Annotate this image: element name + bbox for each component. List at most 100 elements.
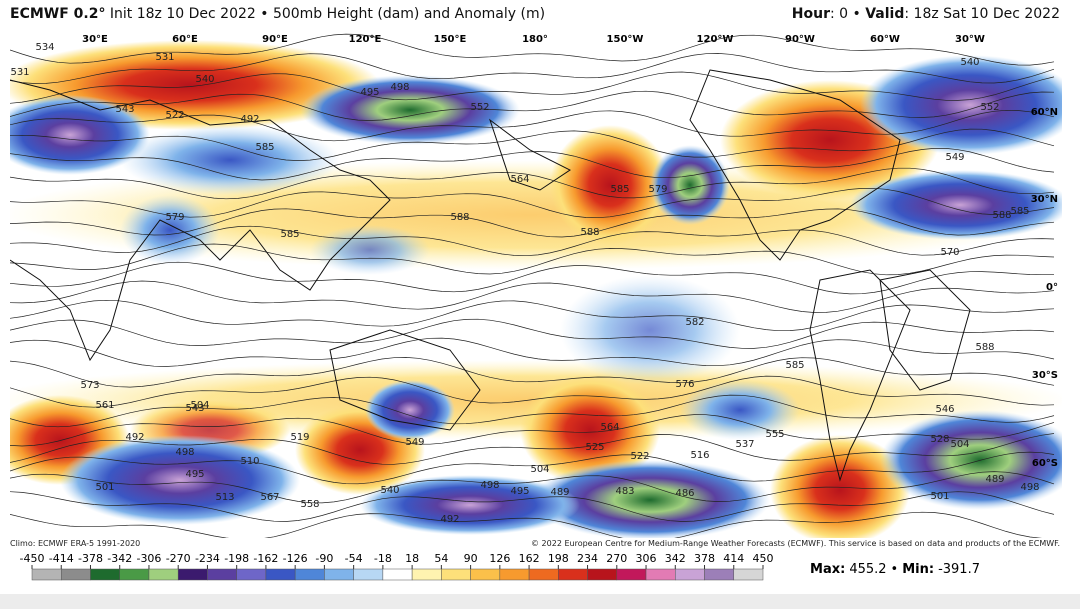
contour-label: 582 <box>685 317 704 328</box>
contour-label: 519 <box>290 432 309 443</box>
contour-label: 558 <box>300 499 319 510</box>
contour-label: 543 <box>185 403 204 414</box>
contour-line <box>10 167 1055 200</box>
colorbar-segment <box>645 568 676 581</box>
colorbar-label: -342 <box>107 552 132 565</box>
colorbar-segment <box>558 568 588 581</box>
colorbar-label: 18 <box>405 552 419 565</box>
contour-line <box>10 187 1055 219</box>
contour-label: 495 <box>185 469 204 480</box>
latitude-label: 60°N <box>1031 107 1058 118</box>
contour-label: 498 <box>175 447 194 458</box>
contour-line <box>10 148 1055 181</box>
contour-label: 516 <box>690 450 709 461</box>
contour-label: 588 <box>975 342 994 353</box>
min-label: Min: <box>902 562 934 577</box>
contour-line <box>10 471 1055 504</box>
contour-line <box>10 280 1055 313</box>
contour-label: 531 <box>155 52 174 63</box>
header-left: ECMWF 0.2° Init 18z 10 Dec 2022 • 500mb … <box>10 6 545 22</box>
colorbar-segment <box>411 568 442 581</box>
contour-line <box>10 90 1055 121</box>
min-value: -391.7 <box>938 562 980 577</box>
colorbar-segment <box>587 568 618 581</box>
contour-label: 555 <box>765 429 784 440</box>
stats: Max: 455.2 • Min: -391.7 <box>810 562 980 577</box>
contour-line <box>10 33 1055 66</box>
contour-label: 585 <box>280 229 299 240</box>
colorbar-segment <box>382 568 413 581</box>
contour-label: 567 <box>260 492 279 503</box>
colorbar-segment <box>324 568 354 581</box>
colorbar-label: -126 <box>283 552 308 565</box>
contour-label: 489 <box>985 474 1004 485</box>
longitude-label: 90°E <box>262 34 288 45</box>
colorbar-label: 162 <box>519 552 540 565</box>
colorbar-label: -414 <box>49 552 74 565</box>
colorbar-segment <box>704 568 735 581</box>
coastlines <box>10 69 971 482</box>
contour-label: 579 <box>165 212 184 223</box>
contour-label: 549 <box>405 437 424 448</box>
contour-label: 564 <box>510 174 529 185</box>
contour-line <box>10 128 1055 161</box>
model: ECMWF 0.2° <box>10 6 106 22</box>
contour-label: 552 <box>980 102 999 113</box>
contour-line <box>10 243 1055 276</box>
anomaly-field <box>10 40 1062 538</box>
contour-label: 492 <box>125 432 144 443</box>
contour-label: 522 <box>630 451 649 462</box>
contour-line <box>10 225 1055 257</box>
contour-line <box>10 53 1055 84</box>
contour-label: 501 <box>95 482 114 493</box>
contour-line <box>10 491 1055 522</box>
colorbar-label: -90 <box>315 552 333 565</box>
contour-label: 498 <box>480 480 499 491</box>
colorbar-segment <box>236 568 267 581</box>
contour-label: 579 <box>648 184 667 195</box>
contour-line <box>10 357 1055 388</box>
valid-label: Valid <box>865 6 905 22</box>
contour-label: 504 <box>530 464 549 475</box>
latitude-label: 30°N <box>1031 194 1058 205</box>
contour-label: 525 <box>585 442 604 453</box>
contour-label: 543 <box>115 104 134 115</box>
contour-label: 552 <box>470 102 489 113</box>
contour-label: 588 <box>992 210 1011 221</box>
contour-line <box>10 318 1055 349</box>
contour-label: 513 <box>215 492 234 503</box>
contour-label: 540 <box>960 57 979 68</box>
contour-label: 483 <box>615 486 634 497</box>
colorbar-segment <box>441 568 471 581</box>
height-contours <box>10 33 1055 538</box>
colorbar-label: 342 <box>665 552 686 565</box>
colorbar-label: 198 <box>548 552 569 565</box>
colorbar-segment <box>675 568 705 581</box>
longitude-label: 150°W <box>607 34 644 45</box>
latitude-label: 30°S <box>1032 370 1058 381</box>
contour-label: 576 <box>675 379 694 390</box>
contour-label: 504 <box>190 400 209 411</box>
latitude-label: 0° <box>1046 282 1058 293</box>
hour-label: Hour <box>791 6 830 22</box>
longitude-label: 180° <box>522 34 548 45</box>
colorbar-label: 54 <box>434 552 448 565</box>
climo: Climo: ECMWF ERA-5 1991-2020 <box>10 539 141 548</box>
colorbar-segment <box>60 568 91 581</box>
copyright: © 2022 European Centre for Medium-Range … <box>531 539 1060 548</box>
colorbar-label: -378 <box>78 552 103 565</box>
colorbar-label: 270 <box>606 552 627 565</box>
colorbar-label: -270 <box>166 552 191 565</box>
contour-label: 492 <box>240 114 259 125</box>
contour-line <box>10 375 1055 408</box>
map-labels: 30°E 60°E 90°E 120°E 150°E 180° 150°W 120°W 90°W… <box>10 34 1058 525</box>
longitude-label: 60°E <box>172 34 198 45</box>
longitude-label: 120°W <box>697 34 734 45</box>
contour-label: 573 <box>80 380 99 391</box>
contour-label: 492 <box>440 514 459 525</box>
colorbar-label: 378 <box>694 552 715 565</box>
colorbar-label: -450 <box>20 552 45 565</box>
colorbar-segment <box>90 568 120 581</box>
contour-line <box>10 394 1055 428</box>
